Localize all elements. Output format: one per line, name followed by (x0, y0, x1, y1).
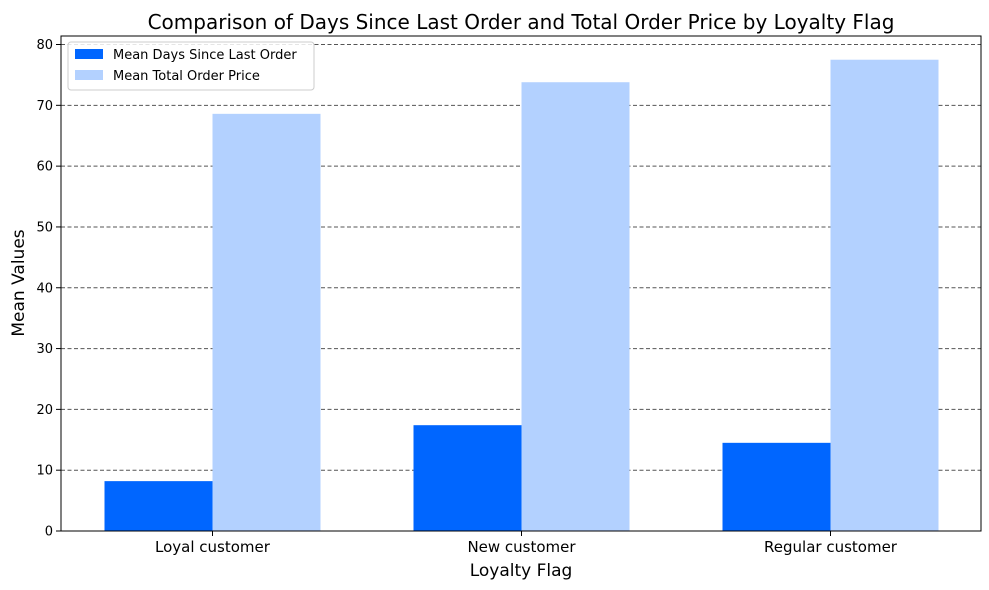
bar-days-since-last-order (413, 425, 522, 531)
y-tick-label: 60 (36, 160, 53, 175)
bar-total-order-price (521, 82, 630, 531)
bars (104, 59, 939, 532)
legend-entry: Mean Days Since Last Order (113, 48, 297, 63)
bar-total-order-price (830, 59, 939, 531)
y-tick-label: 50 (36, 220, 53, 235)
legend-swatch (75, 49, 103, 59)
y-tick-label: 70 (36, 99, 53, 114)
y-tick-label: 80 (36, 38, 53, 53)
legend-entry: Mean Total Order Price (113, 69, 260, 84)
x-axis-label: Loyalty Flag (470, 561, 573, 581)
bar-days-since-last-order (722, 442, 831, 531)
x-tick-label: Regular customer (764, 538, 898, 556)
y-tick-label: 20 (36, 403, 53, 418)
y-tick-label: 10 (36, 464, 53, 479)
legend: Mean Days Since Last Order Mean Total Ord… (67, 41, 315, 91)
y-tick-label: 0 (45, 525, 53, 540)
x-axis-ticks: Loyal customer New customer Regular custom… (155, 531, 898, 556)
y-tick-label: 30 (36, 342, 53, 357)
legend-swatch (75, 70, 103, 80)
y-axis-label: Mean Values (9, 229, 29, 336)
bar-days-since-last-order (104, 481, 213, 531)
x-tick-label: Loyal customer (155, 538, 271, 556)
x-tick-label: New customer (467, 538, 576, 556)
legend-box (67, 41, 315, 91)
y-tick-label: 40 (36, 281, 53, 296)
y-axis-ticks: 0 10 20 30 40 50 60 70 80 (36, 38, 61, 540)
bar-total-order-price (212, 113, 321, 532)
chart-title: Comparison of Days Since Last Order and … (148, 10, 895, 34)
